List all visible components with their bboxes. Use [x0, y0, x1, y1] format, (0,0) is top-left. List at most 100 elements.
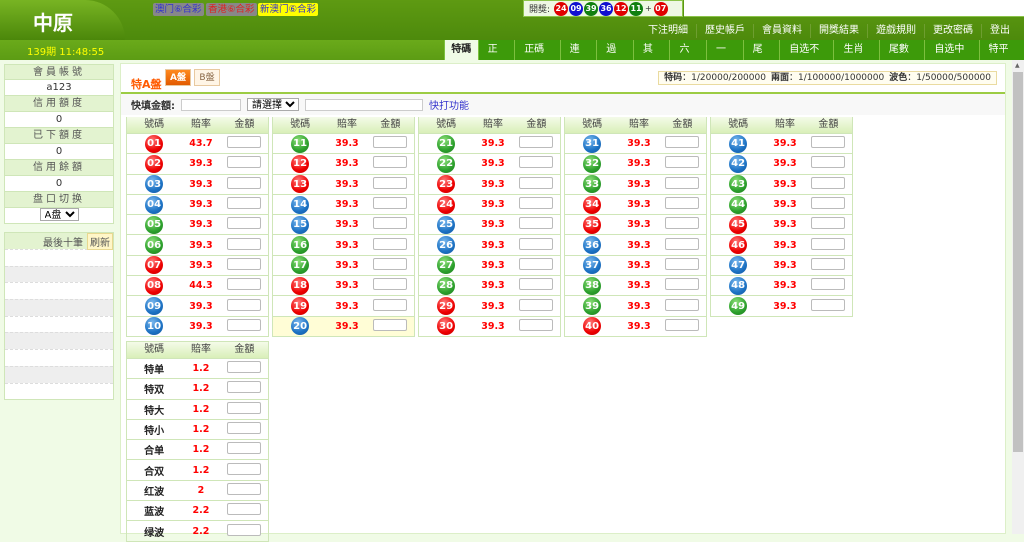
tab-13[interactable]: 特平中: [978, 40, 1024, 75]
amount-input[interactable]: [811, 136, 846, 149]
amount-input[interactable]: [665, 197, 700, 210]
refresh-button[interactable]: 刷新: [87, 232, 113, 250]
amount-input[interactable]: [227, 278, 262, 291]
amount-input[interactable]: [665, 156, 700, 169]
nav-link-0[interactable]: 下注明細: [648, 25, 688, 36]
tab-4[interactable]: 過關: [596, 40, 633, 75]
tab-8[interactable]: 尾数: [742, 40, 780, 75]
amount-input[interactable]: [519, 298, 554, 311]
amount-input[interactable]: [519, 136, 554, 149]
amount-input[interactable]: [519, 176, 554, 189]
amount-input[interactable]: [227, 237, 262, 250]
amount-input[interactable]: [665, 217, 700, 230]
plate-b-button[interactable]: B盤: [194, 69, 220, 86]
amount-input[interactable]: [665, 176, 700, 189]
amount-input[interactable]: [227, 401, 262, 414]
amount-input[interactable]: [811, 257, 846, 270]
nav-link-6[interactable]: 登出: [981, 24, 1018, 38]
amount-input[interactable]: [519, 237, 554, 250]
amount-input[interactable]: [227, 217, 262, 230]
amount-input[interactable]: [373, 298, 408, 311]
amount-input[interactable]: [373, 136, 408, 149]
nav-link-3[interactable]: 開獎結果: [810, 24, 867, 38]
amount-input[interactable]: [665, 278, 700, 291]
amount-input[interactable]: [373, 237, 408, 250]
amount-input[interactable]: [811, 197, 846, 210]
amount-input[interactable]: [519, 156, 554, 169]
bet-name: 合双: [144, 466, 165, 478]
quick-amount-input[interactable]: [181, 98, 241, 111]
amount-input[interactable]: [519, 257, 554, 270]
tab-11[interactable]: 尾數連: [878, 40, 925, 75]
lottery-1[interactable]: 香港⑥合彩: [206, 3, 257, 16]
scroll-up-icon[interactable]: ▲: [1015, 62, 1020, 69]
lottery-0[interactable]: 澳门⑥合彩: [153, 3, 204, 16]
amount-input[interactable]: [665, 237, 700, 250]
amount-input[interactable]: [519, 318, 554, 331]
amount-input[interactable]: [373, 197, 408, 210]
amount-input[interactable]: [373, 217, 408, 230]
amount-input[interactable]: [811, 156, 846, 169]
amount-input[interactable]: [227, 318, 262, 331]
amount-input[interactable]: [665, 136, 700, 149]
amount-input[interactable]: [373, 318, 408, 331]
lottery-2[interactable]: 新澳门⑥合彩: [258, 3, 319, 16]
amount-input[interactable]: [665, 257, 700, 270]
amount-input[interactable]: [519, 278, 554, 291]
tab-7[interactable]: 一肖: [706, 40, 743, 75]
amount-input[interactable]: [227, 422, 262, 435]
table-row: 特小 1.2: [127, 418, 268, 439]
quick-bet-link[interactable]: 快打功能: [429, 101, 469, 112]
quick-select[interactable]: 請選擇: [247, 98, 299, 111]
amount-input[interactable]: [227, 136, 262, 149]
amount-input[interactable]: [227, 442, 262, 455]
amount-input[interactable]: [811, 176, 846, 189]
number-cell: 01: [127, 134, 181, 153]
tab-6[interactable]: 六肖: [669, 40, 707, 75]
amount-input[interactable]: [665, 298, 700, 311]
amount-input[interactable]: [227, 197, 262, 210]
amount-input[interactable]: [227, 482, 262, 495]
amount-input[interactable]: [519, 217, 554, 230]
amount-input[interactable]: [227, 381, 262, 394]
amount-input[interactable]: [811, 217, 846, 230]
amount-input[interactable]: [227, 462, 262, 475]
amount-input[interactable]: [227, 156, 262, 169]
quick-numbers-input[interactable]: [305, 98, 423, 111]
plate-select[interactable]: A盘: [39, 208, 79, 221]
tab-10[interactable]: 生肖連: [833, 40, 879, 75]
plate-a-button[interactable]: A盤: [165, 69, 191, 86]
amount-input[interactable]: [373, 257, 408, 270]
tab-2[interactable]: 正碼特: [514, 40, 560, 75]
amount-input[interactable]: [227, 257, 262, 270]
amount-input[interactable]: [227, 176, 262, 189]
nav-link-4[interactable]: 遊戲規則: [867, 24, 924, 38]
table-row: 49 39.3: [711, 295, 852, 316]
tab-5[interactable]: 其他: [632, 40, 670, 75]
tab-3[interactable]: 連碼: [559, 40, 597, 75]
amount-input[interactable]: [373, 176, 408, 189]
nav-link-1[interactable]: 歷史帳戶: [696, 24, 753, 38]
amount-input[interactable]: [811, 278, 846, 291]
scrollbar-thumb[interactable]: [1013, 72, 1023, 452]
tab-0[interactable]: 特碼: [444, 40, 478, 60]
header-2: 金額: [526, 119, 547, 130]
amount-input[interactable]: [373, 278, 408, 291]
amount-input[interactable]: [227, 503, 262, 516]
tab-9[interactable]: 自选不中: [779, 40, 834, 75]
amount-input[interactable]: [811, 237, 846, 250]
nav-link-2[interactable]: 會員資料: [753, 24, 810, 38]
table-row: 04 39.3: [127, 193, 268, 214]
scrollbar[interactable]: ▲: [1012, 60, 1024, 534]
amount-input[interactable]: [227, 361, 262, 374]
number-ball: 31: [583, 134, 602, 153]
amount-input[interactable]: [811, 298, 846, 311]
nav-link-5[interactable]: 更改密碼: [924, 24, 981, 38]
amount-cell: [805, 278, 852, 293]
tab-1[interactable]: 正碼: [477, 40, 515, 75]
amount-input[interactable]: [373, 156, 408, 169]
amount-input[interactable]: [227, 298, 262, 311]
amount-input[interactable]: [519, 197, 554, 210]
amount-input[interactable]: [665, 318, 700, 331]
tab-12[interactable]: 自选中一: [924, 40, 979, 75]
